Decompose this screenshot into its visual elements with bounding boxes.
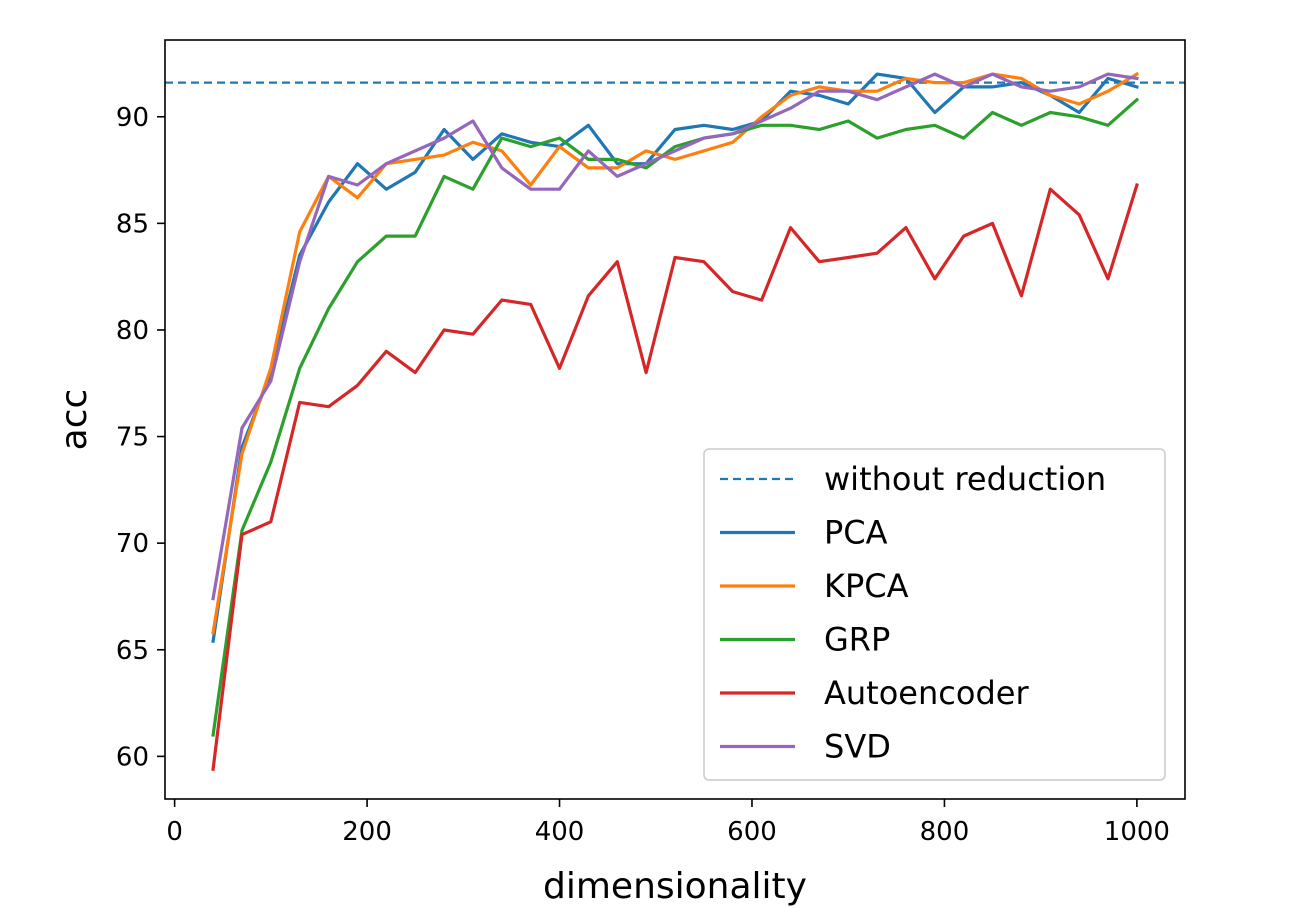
plot-frame — [164, 39, 1186, 800]
legend-label: without reduction — [824, 460, 1106, 498]
legend-label: SVD — [824, 728, 891, 766]
y-tick-label: 60 — [116, 742, 149, 772]
legend: without reduction PCA KPCA GRP Autoencoder SV… — [703, 448, 1166, 781]
y-axis-label: acc — [54, 389, 95, 451]
legend-label: Autoencoder — [824, 674, 1029, 712]
x-tick-label: 0 — [166, 817, 183, 847]
x-tick-label: 1000 — [1104, 817, 1170, 847]
legend-label: PCA — [824, 514, 888, 552]
series-line-pca — [211, 72, 1139, 644]
x-axis-label: dimensionality — [543, 866, 807, 907]
series-line-autoencoder — [211, 182, 1139, 771]
legend-box — [703, 448, 1166, 781]
x-tick-label: 400 — [535, 817, 585, 847]
x-tick-label: 600 — [727, 817, 777, 847]
x-tick-label: 200 — [342, 817, 392, 847]
y-tick-label: 80 — [116, 316, 149, 346]
y-tick-label: 70 — [116, 529, 149, 559]
x-tick-label: 800 — [920, 817, 970, 847]
axes: 0 200 400 600 800 1000 60 65 70 75 80 85 90 — [116, 39, 1186, 847]
series-line-svd — [211, 72, 1139, 601]
y-tick-label: 90 — [116, 103, 149, 133]
legend-label: GRP — [824, 621, 890, 659]
legend-label: KPCA — [824, 567, 909, 605]
y-tick-label: 85 — [116, 209, 149, 239]
series-line-grp — [211, 97, 1140, 737]
plot-lines — [165, 71, 1185, 771]
y-tick-label: 65 — [116, 636, 149, 666]
y-tick-label: 75 — [116, 423, 149, 453]
